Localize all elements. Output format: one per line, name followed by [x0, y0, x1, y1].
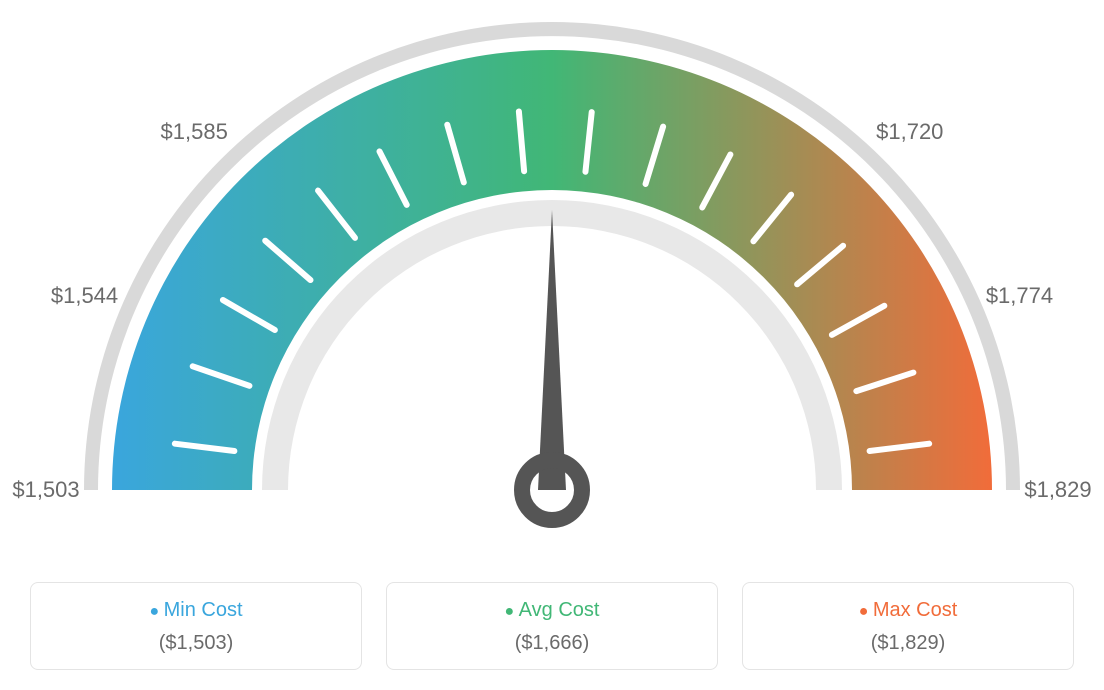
- legend-title-min: Min Cost: [41, 599, 351, 622]
- scale-label: $1,720: [876, 119, 943, 145]
- legend-row: Min Cost ($1,503) Avg Cost ($1,666) Max …: [30, 582, 1074, 670]
- scale-label: $1,829: [1024, 477, 1091, 503]
- gauge-svg: [0, 0, 1104, 560]
- legend-title-max: Max Cost: [753, 599, 1063, 622]
- scale-label: $1,774: [986, 283, 1053, 309]
- scale-label: $1,585: [161, 119, 228, 145]
- legend-card-avg: Avg Cost ($1,666): [386, 582, 718, 670]
- legend-title-avg: Avg Cost: [397, 599, 707, 622]
- legend-card-max: Max Cost ($1,829): [742, 582, 1074, 670]
- gauge-area: $1,503$1,544$1,585$1,666$1,720$1,774$1,8…: [0, 0, 1104, 560]
- chart-wrapper: $1,503$1,544$1,585$1,666$1,720$1,774$1,8…: [0, 0, 1104, 690]
- scale-label: $1,544: [51, 283, 118, 309]
- scale-label: $1,503: [12, 477, 79, 503]
- legend-value-max: ($1,829): [753, 632, 1063, 655]
- legend-card-min: Min Cost ($1,503): [30, 582, 362, 670]
- legend-value-avg: ($1,666): [397, 632, 707, 655]
- legend-value-min: ($1,503): [41, 632, 351, 655]
